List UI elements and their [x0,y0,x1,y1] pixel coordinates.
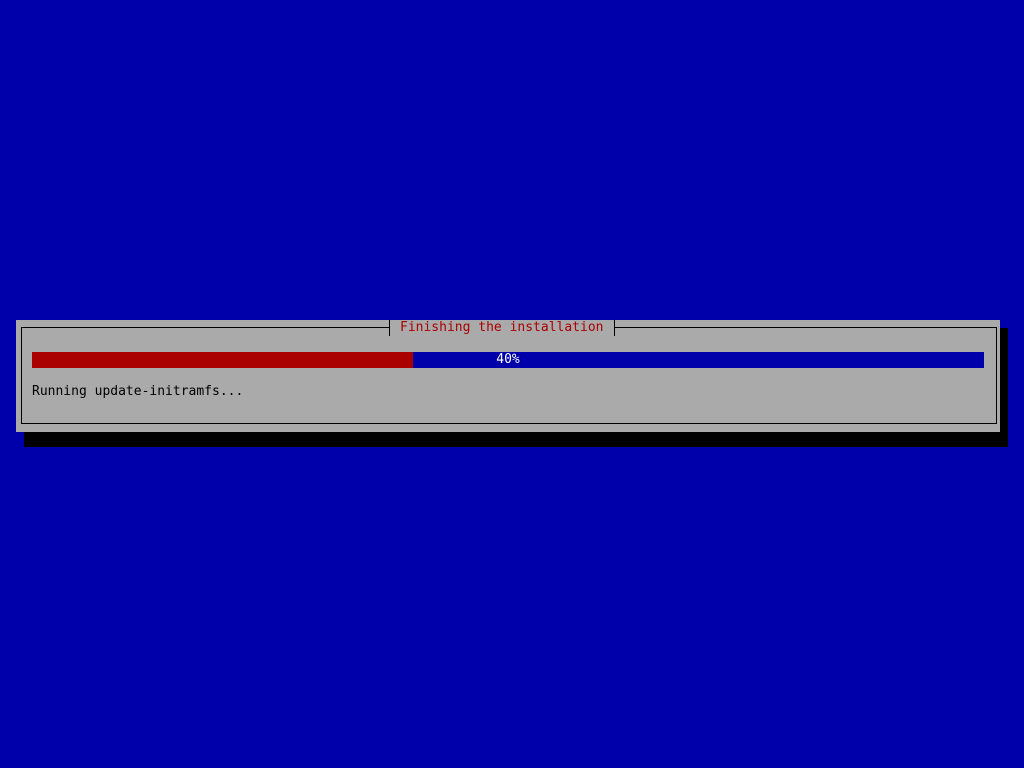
progress-bar-fill [32,352,413,368]
progress-dialog: Finishing the installation 40% Running u… [16,320,1000,432]
progress-percent-label: 40% [496,352,520,367]
status-text: Running update-initramfs... [32,384,244,399]
progress-bar: 40% [32,352,984,368]
dialog-title: Finishing the installation [389,320,615,336]
dialog-frame [21,327,997,424]
